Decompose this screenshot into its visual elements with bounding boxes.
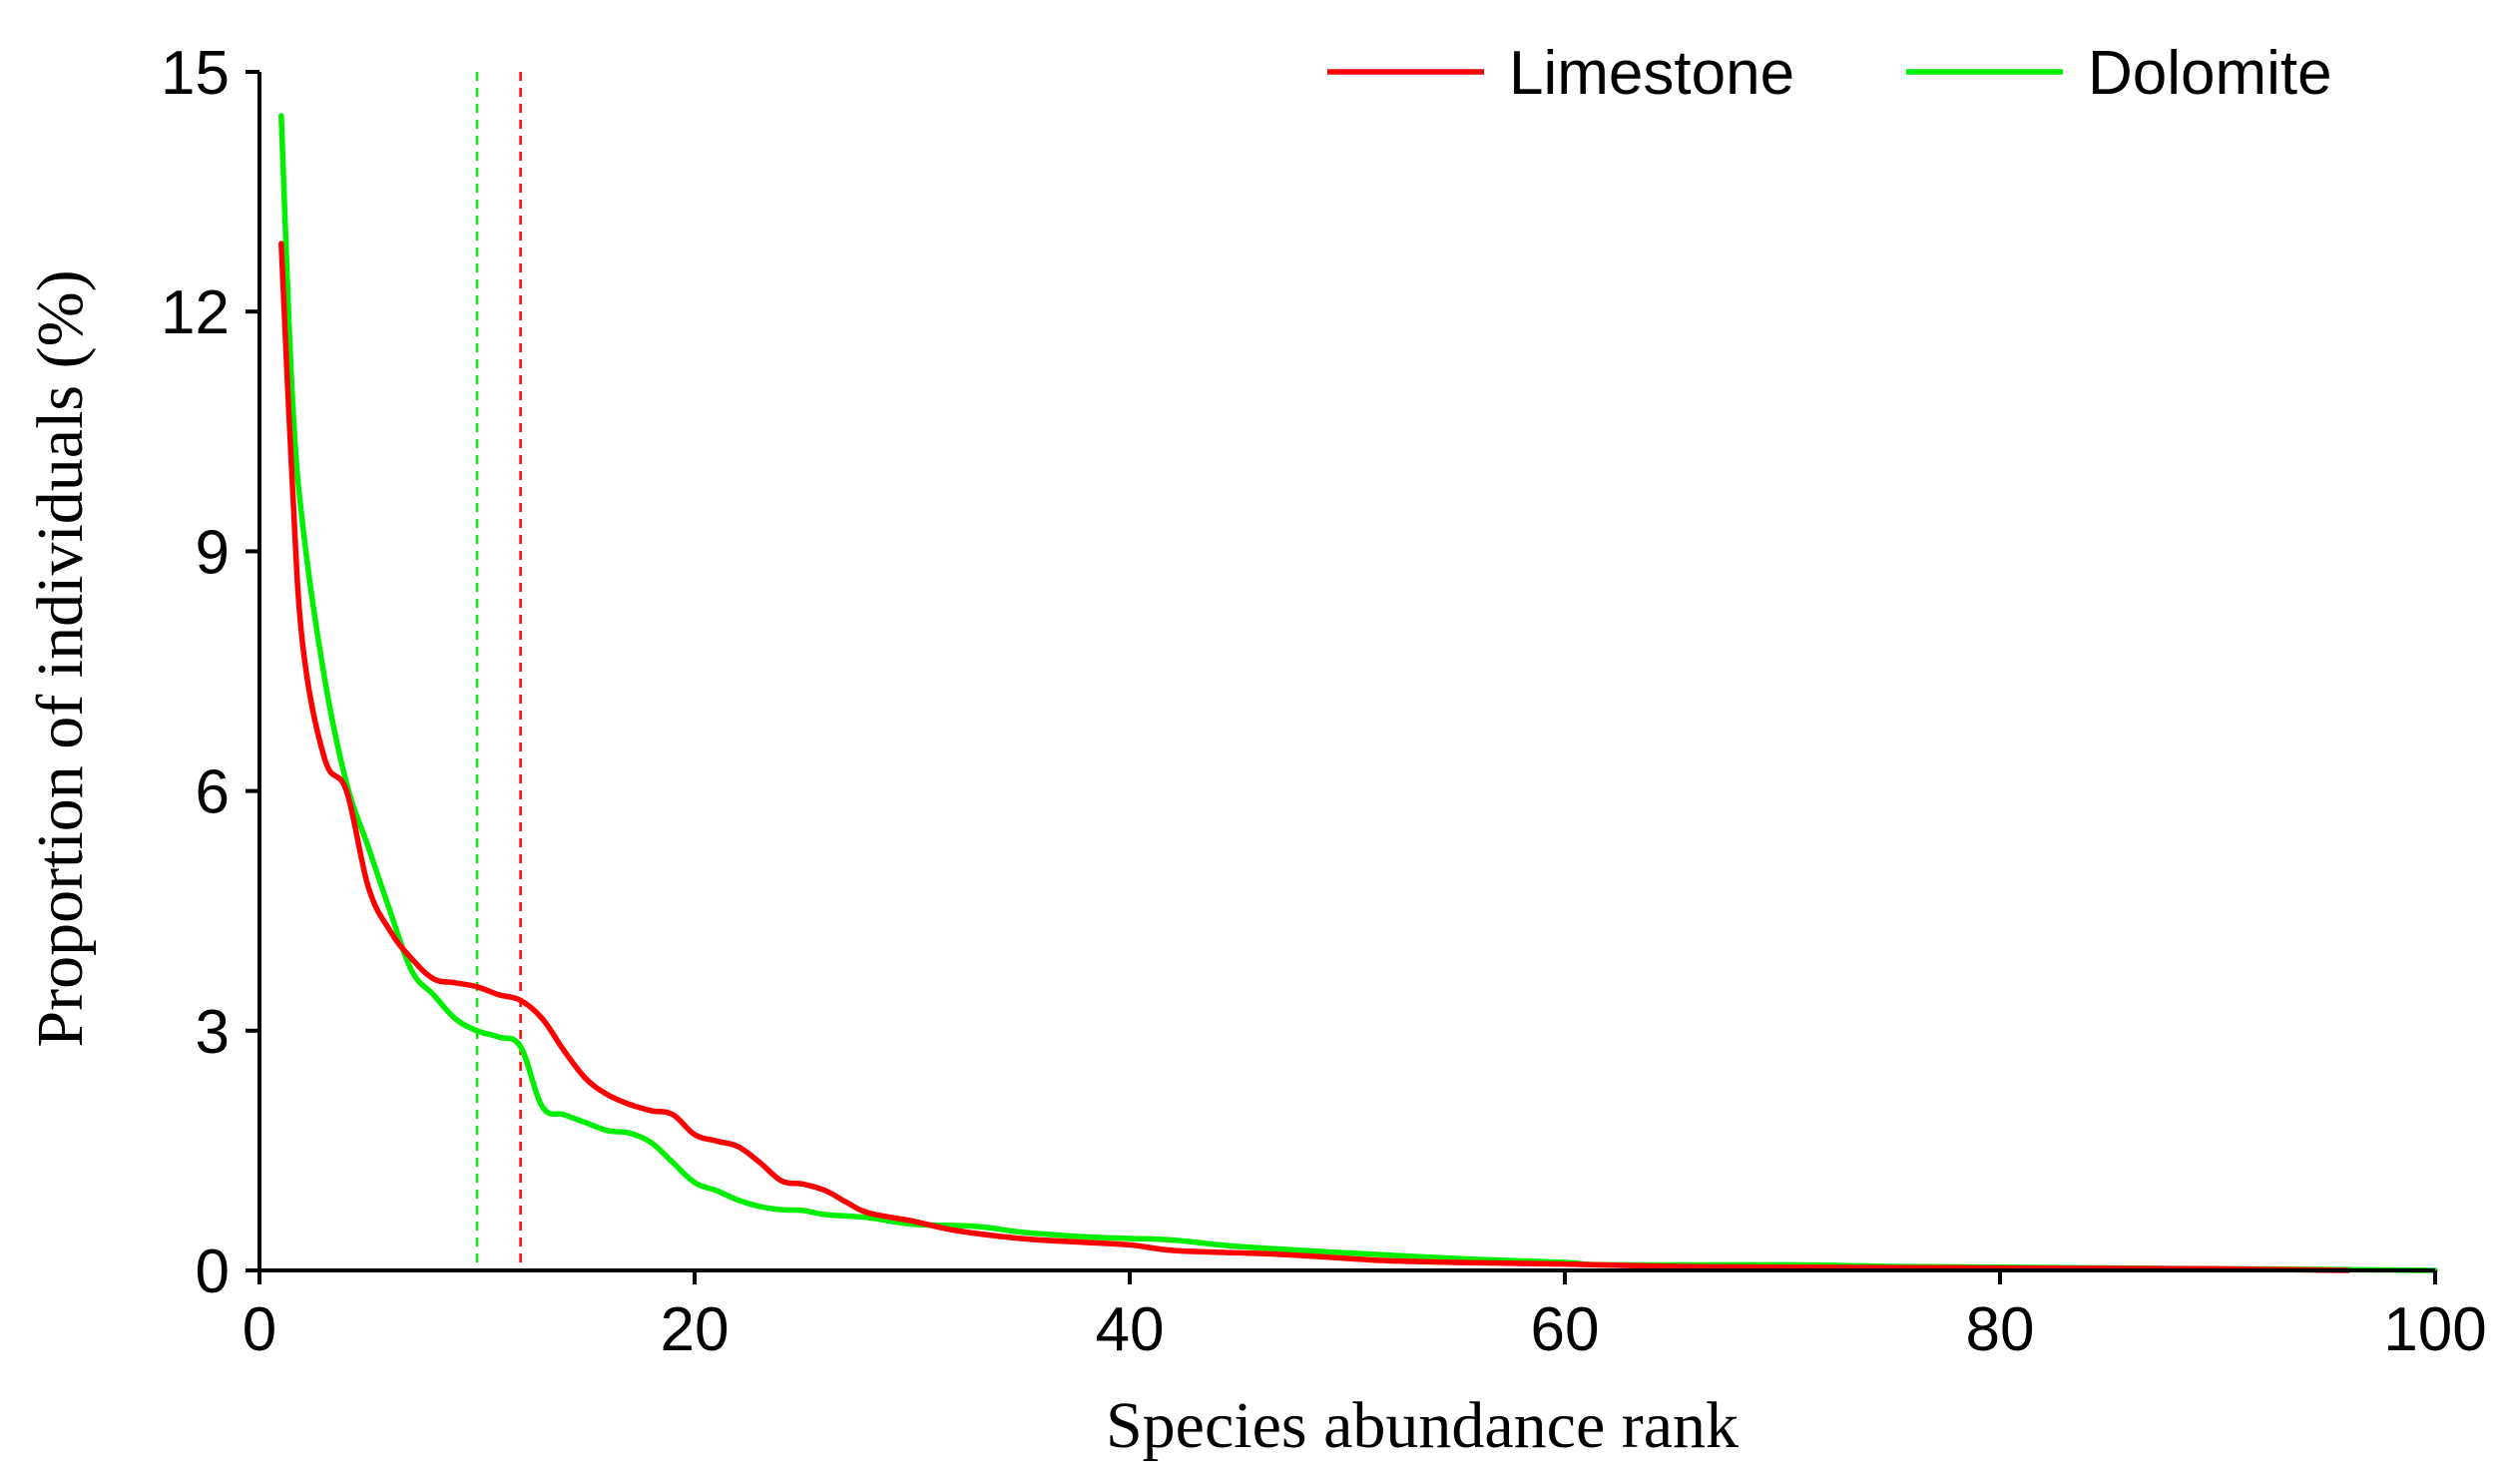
y-axis-title: Proportion of individuals (%) bbox=[24, 269, 97, 1047]
legend-label-dolomite: Dolomite bbox=[2088, 39, 2332, 108]
x-tick-label: 40 bbox=[1096, 1295, 1165, 1364]
x-tick-label: 0 bbox=[243, 1295, 276, 1364]
y-ticks: 0 3 6 9 12 15 bbox=[161, 39, 259, 1306]
legend: Limestone Dolomite bbox=[1327, 39, 2332, 108]
y-tick-label: 15 bbox=[161, 39, 230, 108]
series-line-limestone bbox=[278, 241, 2351, 1273]
series-line-dolomite bbox=[278, 113, 2438, 1273]
x-tick-label: 100 bbox=[2383, 1295, 2486, 1364]
x-tick-label: 20 bbox=[661, 1295, 730, 1364]
x-tick-label: 80 bbox=[1966, 1295, 2035, 1364]
y-tick-label: 0 bbox=[196, 1237, 230, 1306]
y-tick-label: 3 bbox=[196, 998, 230, 1067]
y-tick-label: 9 bbox=[196, 518, 230, 587]
x-ticks: 0 20 40 60 80 100 bbox=[243, 1270, 2487, 1364]
x-tick-label: 60 bbox=[1531, 1295, 1600, 1364]
y-tick-label: 6 bbox=[196, 758, 230, 827]
x-axis-title: Species abundance rank bbox=[1106, 1389, 1739, 1462]
axes bbox=[257, 72, 2435, 1272]
plot-area bbox=[278, 72, 2438, 1273]
y-tick-label: 12 bbox=[161, 278, 230, 347]
legend-label-limestone: Limestone bbox=[1509, 39, 1794, 108]
